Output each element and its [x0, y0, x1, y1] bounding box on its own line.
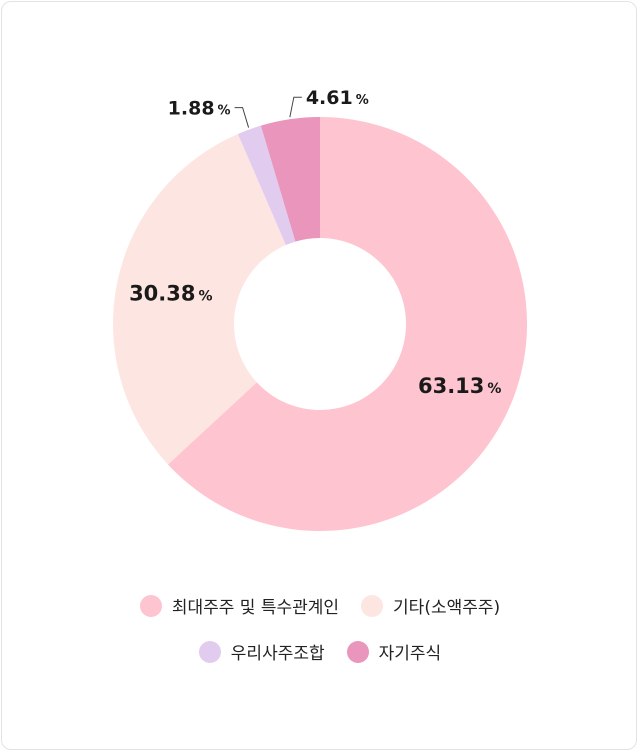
legend-swatch-largest-shareholder: [139, 594, 162, 617]
legend-swatch-treasury-stock: [346, 640, 369, 663]
legend-item-employee-stock: 우리사주조합: [198, 639, 325, 664]
leader-line-treasury-stock: [289, 96, 302, 118]
leader-line-employee-stock: [234, 107, 250, 128]
legend-row-2: 우리사주조합 자기주식: [0, 639, 640, 664]
legend-item-largest-shareholder: 최대주주 및 특수관계인: [139, 593, 340, 618]
legend-swatch-other: [361, 594, 384, 617]
legend-item-other: 기타(소액주주): [361, 593, 500, 618]
slice-other: [113, 133, 286, 465]
legend-label-largest-shareholder: 최대주주 및 특수관계인: [171, 598, 340, 618]
legend-swatch-employee-stock: [198, 640, 221, 663]
slice-label-treasury-stock: 4.61%: [306, 87, 369, 109]
slice-label-other: 30.38%: [129, 281, 212, 305]
slice-treasury-stock: [260, 117, 320, 242]
legend-item-treasury-stock: 자기주식: [346, 639, 442, 664]
legend-label-other: 기타(소액주주): [393, 598, 501, 618]
slice-label-largest-shareholder: 63.13%: [418, 374, 501, 398]
legend-row-1: 최대주주 및 특수관계인 기타(소액주주): [0, 593, 640, 618]
legend-label-employee-stock: 우리사주조합: [230, 644, 325, 664]
slice-label-employee-stock: 1.88%: [168, 98, 231, 120]
donut-chart: 63.13 % 30.38 % 1.88 % 4.61%: [113, 87, 527, 531]
legend-label-treasury-stock: 자기주식: [378, 644, 442, 664]
slice-largest-shareholder: [167, 117, 527, 531]
slice-employee-stock: [237, 125, 296, 246]
